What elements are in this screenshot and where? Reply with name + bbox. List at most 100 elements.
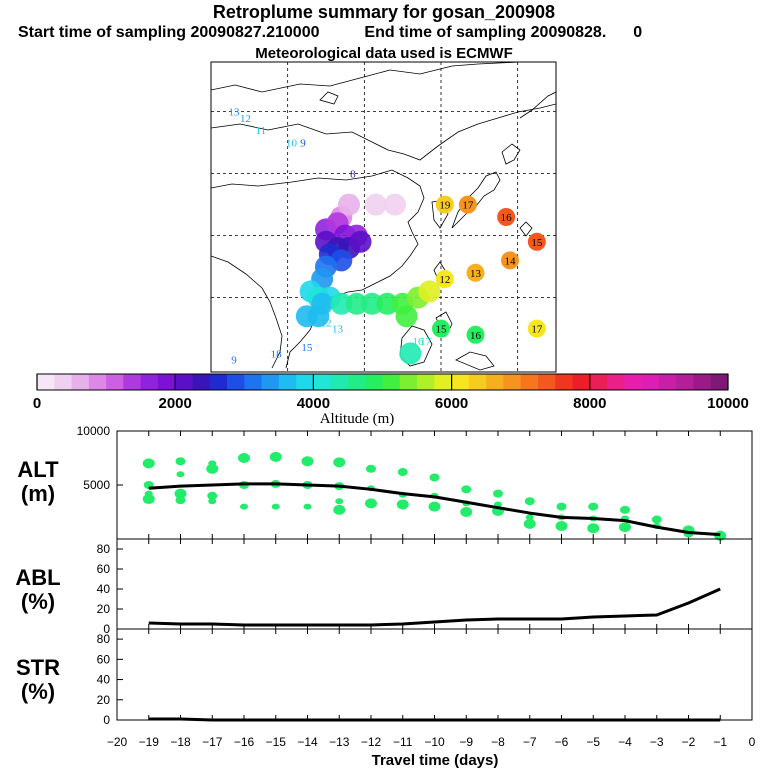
panel-label: ABL: [15, 565, 60, 590]
day-label: 15: [531, 237, 543, 249]
x-tick-label: −17: [202, 735, 223, 749]
colorbar-cell: [106, 374, 124, 390]
day-label: 14: [505, 255, 517, 267]
colorbar-cell: [417, 374, 435, 390]
x-tick-label: −18: [170, 735, 191, 749]
particle-cluster-point: [206, 463, 219, 474]
particle-cluster-point: [333, 504, 346, 515]
colorbar-cell: [693, 374, 712, 390]
series-line: [148, 482, 721, 537]
plume-cluster: [307, 305, 330, 328]
y-tick-label: 10000: [77, 424, 111, 438]
colorbar-tick-label: 8000: [573, 395, 606, 412]
panel-unit-label: (m): [21, 481, 55, 506]
day-label: 9: [231, 355, 237, 367]
day-label: 9: [300, 138, 306, 150]
particle-cluster-point: [620, 505, 630, 514]
plume-cluster: [399, 342, 422, 365]
particle-cluster-point: [208, 498, 217, 505]
colorbar-cell: [365, 374, 383, 390]
plume-cluster: [349, 230, 372, 253]
day-label: 18: [271, 348, 283, 360]
colorbar-cell: [468, 374, 487, 390]
particle-cluster-point: [556, 502, 567, 511]
day-label: 12: [240, 113, 251, 125]
abl-panel: ABL(%) 0 20 40 60 80: [15, 538, 753, 636]
colorbar-cell: [451, 374, 470, 390]
particle-cluster-point: [176, 471, 185, 478]
y-tick-label: 40: [97, 582, 111, 596]
colorbar-cell: [710, 374, 729, 390]
colorbar-cell: [140, 374, 159, 390]
particle-cluster-point: [207, 491, 218, 500]
particle-cluster-point: [429, 473, 440, 482]
chart-title: Retroplume summary for gosan_200908: [212, 2, 556, 22]
particle-cluster-point: [619, 522, 631, 533]
x-tick-label: −9: [459, 735, 473, 749]
plume-cluster: [330, 292, 353, 315]
panel-frame: [116, 628, 753, 721]
day-label: 16: [501, 212, 513, 224]
plume-cluster: [527, 232, 546, 251]
plume-cluster: [458, 195, 477, 214]
colorbar-cell: [209, 374, 228, 390]
particle-cluster-point: [396, 499, 409, 510]
particle-cluster-point: [303, 503, 312, 510]
plume-cluster: [338, 193, 360, 216]
colorbar-cell: [399, 374, 418, 390]
plume-cluster: [364, 193, 387, 216]
x-tick-label: −6: [555, 735, 569, 749]
plume-cluster: [527, 319, 546, 338]
particle-cluster-point: [525, 514, 534, 521]
particle-cluster-point: [269, 451, 282, 462]
particle-cluster-point: [493, 489, 503, 498]
colorbar-cell: [537, 374, 556, 390]
x-tick-label: −8: [491, 735, 505, 749]
particle-cluster-point: [651, 515, 662, 524]
colorbar-cell: [589, 374, 608, 390]
particle-cluster-point: [523, 518, 536, 529]
colorbar-cell: [382, 374, 401, 390]
panel-label: ALT: [17, 457, 59, 482]
colorbar-tick-label: 10000: [707, 395, 749, 412]
y-tick-label: 20: [97, 693, 111, 707]
particle-cluster-point: [461, 485, 472, 494]
particle-cluster-point: [428, 501, 441, 512]
y-tick-label: 5000: [83, 478, 110, 492]
particle-cluster-point: [335, 498, 344, 505]
day-label: 19: [439, 200, 451, 212]
colorbar-cell: [330, 374, 349, 390]
x-tick-label: 0: [749, 735, 756, 749]
colorbar-cell: [607, 374, 625, 390]
colorbar-cell: [296, 374, 314, 390]
colorbar-cell: [278, 374, 297, 390]
particle-cluster-point: [333, 457, 346, 468]
x-tick-label: −4: [618, 735, 632, 749]
met-data-label: Meteorological data used is ECMWF: [255, 45, 513, 62]
plume-cluster: [435, 195, 454, 214]
colorbar-cell: [520, 374, 539, 390]
x-axis-title: Travel time (days): [372, 752, 499, 768]
day-label: 16: [413, 336, 425, 348]
x-tick-label: −12: [361, 735, 382, 749]
colorbar-cell: [434, 374, 453, 390]
particle-cluster-point: [555, 521, 568, 532]
alt-panel: ALT(m) 5000 10000: [17, 424, 753, 541]
y-tick-label: 0: [103, 713, 110, 727]
particle-cluster-point: [175, 496, 186, 505]
plume-cluster: [466, 325, 485, 344]
colorbar-cell: [244, 374, 263, 390]
end-time-value: 0: [633, 24, 643, 41]
plume-cluster: [466, 263, 485, 282]
plume-cluster: [395, 305, 418, 328]
colorbar-cell: [261, 374, 280, 390]
colorbar-cell: [658, 374, 677, 390]
colorbar-tick-label: 6000: [435, 395, 468, 412]
colorbar-cell: [192, 374, 211, 390]
x-tick-label: −3: [650, 735, 664, 749]
day-label: 15: [301, 342, 313, 354]
day-label: 13: [332, 324, 344, 336]
colorbar-cell: [624, 374, 643, 390]
colorbar-cell: [123, 374, 142, 390]
